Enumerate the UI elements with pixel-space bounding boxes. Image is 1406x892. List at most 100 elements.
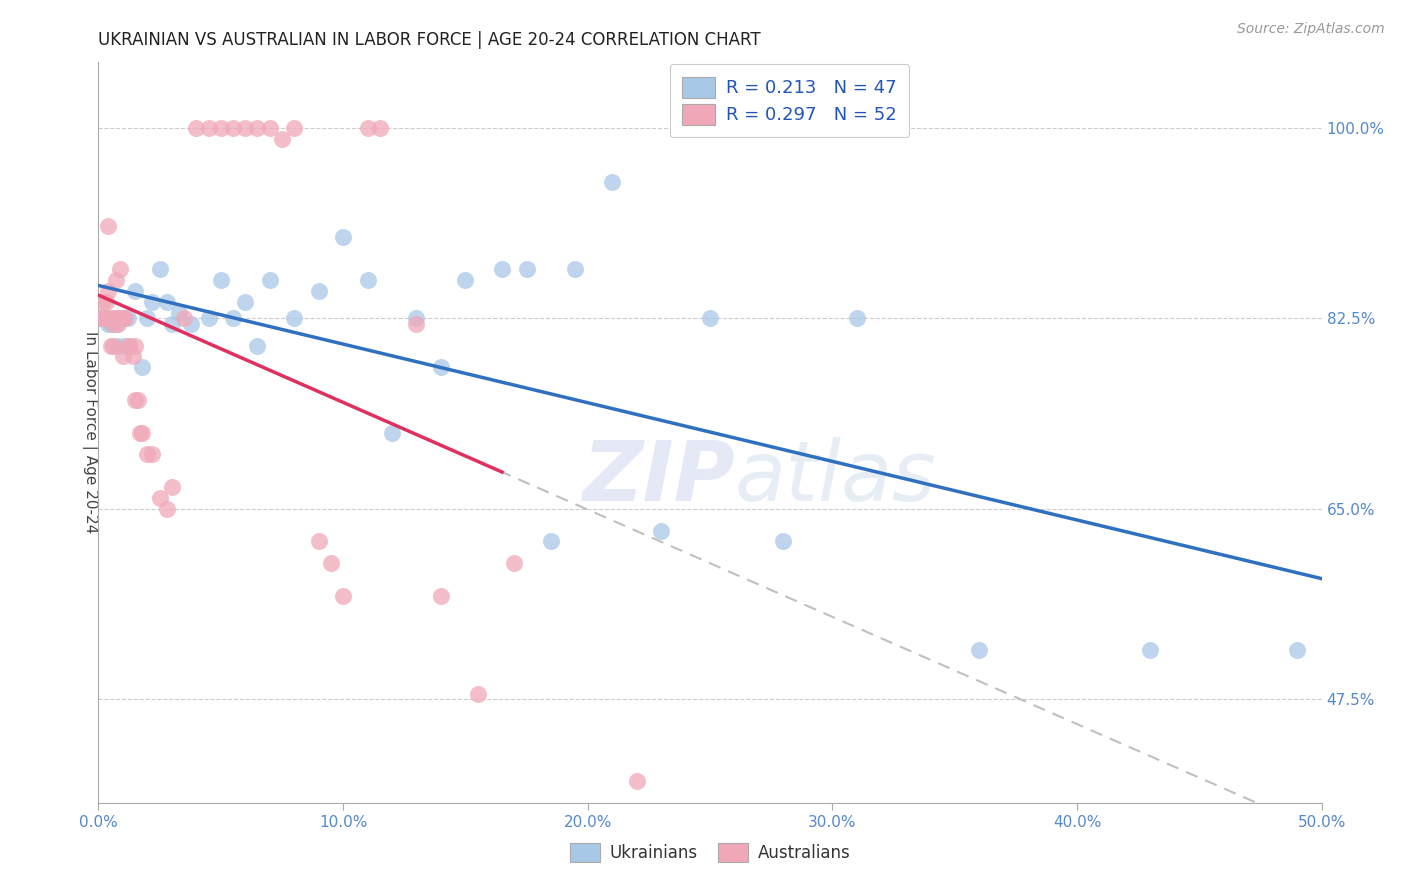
Point xyxy=(110,311,132,326)
Point xyxy=(97,219,120,233)
Point xyxy=(233,295,256,310)
Point xyxy=(259,273,281,287)
Point xyxy=(104,317,127,331)
Point xyxy=(259,120,281,135)
Point xyxy=(136,311,159,326)
Point xyxy=(845,311,868,326)
Point xyxy=(107,317,129,331)
Point xyxy=(101,317,124,331)
Point xyxy=(308,284,330,298)
Point xyxy=(111,311,134,326)
Point xyxy=(564,262,586,277)
Point xyxy=(131,360,153,375)
Point xyxy=(270,131,294,145)
Point xyxy=(100,317,122,331)
Point xyxy=(491,262,513,277)
Point xyxy=(1139,643,1161,657)
Point xyxy=(626,774,648,789)
Point xyxy=(197,311,219,326)
Point xyxy=(107,311,129,326)
Point xyxy=(104,311,127,326)
Point xyxy=(405,317,427,331)
Point xyxy=(222,120,245,135)
Point xyxy=(467,687,489,701)
Point xyxy=(246,338,269,352)
Point xyxy=(515,262,537,277)
Point xyxy=(283,311,305,326)
Point xyxy=(94,311,117,326)
Point xyxy=(94,311,117,326)
Point xyxy=(650,524,672,538)
Point xyxy=(131,425,153,440)
Point xyxy=(156,501,179,516)
Point xyxy=(319,556,342,570)
Point xyxy=(127,392,149,407)
Text: UKRAINIAN VS AUSTRALIAN IN LABOR FORCE | AGE 20-24 CORRELATION CHART: UKRAINIAN VS AUSTRALIAN IN LABOR FORCE |… xyxy=(98,31,761,49)
Point xyxy=(114,311,136,326)
Point xyxy=(111,311,134,326)
Point xyxy=(141,447,163,461)
Point xyxy=(308,534,330,549)
Point xyxy=(91,295,114,310)
Point xyxy=(381,425,404,440)
Point xyxy=(94,295,117,310)
Point xyxy=(430,360,453,375)
Point xyxy=(100,338,122,352)
Point xyxy=(186,120,208,135)
Point xyxy=(233,120,256,135)
Text: ZIP: ZIP xyxy=(582,436,734,517)
Point xyxy=(209,273,232,287)
Point xyxy=(283,120,305,135)
Point xyxy=(91,311,114,326)
Point xyxy=(180,317,202,331)
Point xyxy=(503,556,526,570)
Point xyxy=(600,175,623,189)
Point xyxy=(124,392,146,407)
Point xyxy=(967,643,990,657)
Point xyxy=(136,447,159,461)
Point xyxy=(356,273,378,287)
Point xyxy=(100,311,122,326)
Point xyxy=(111,350,134,364)
Point xyxy=(160,317,183,331)
Point xyxy=(101,311,124,326)
Point xyxy=(114,338,136,352)
Point xyxy=(121,350,143,364)
Point xyxy=(129,425,152,440)
Point xyxy=(222,311,245,326)
Point xyxy=(430,589,453,603)
Point xyxy=(141,295,163,310)
Point xyxy=(332,589,354,603)
Point xyxy=(124,284,146,298)
Point xyxy=(173,311,195,326)
Point xyxy=(540,534,562,549)
Point xyxy=(160,480,183,494)
Point xyxy=(101,338,124,352)
Point xyxy=(356,120,378,135)
Point xyxy=(156,295,179,310)
Point xyxy=(91,311,114,326)
Point xyxy=(699,311,721,326)
Point xyxy=(90,311,112,326)
Point xyxy=(124,338,146,352)
Point xyxy=(149,491,172,505)
Point xyxy=(405,311,427,326)
Point xyxy=(332,229,354,244)
Point xyxy=(117,338,139,352)
Point xyxy=(104,273,127,287)
Point xyxy=(117,311,139,326)
Point xyxy=(246,120,269,135)
Point xyxy=(120,338,142,352)
Point xyxy=(107,338,129,352)
Point xyxy=(110,262,132,277)
Point xyxy=(209,120,232,135)
Legend: Ukrainians, Australians: Ukrainians, Australians xyxy=(562,836,858,869)
Point xyxy=(167,306,190,320)
Point xyxy=(149,262,172,277)
Text: atlas: atlas xyxy=(734,436,936,517)
Point xyxy=(97,317,120,331)
Point xyxy=(90,311,112,326)
Point xyxy=(454,273,477,287)
Point xyxy=(368,120,391,135)
Point xyxy=(97,284,120,298)
